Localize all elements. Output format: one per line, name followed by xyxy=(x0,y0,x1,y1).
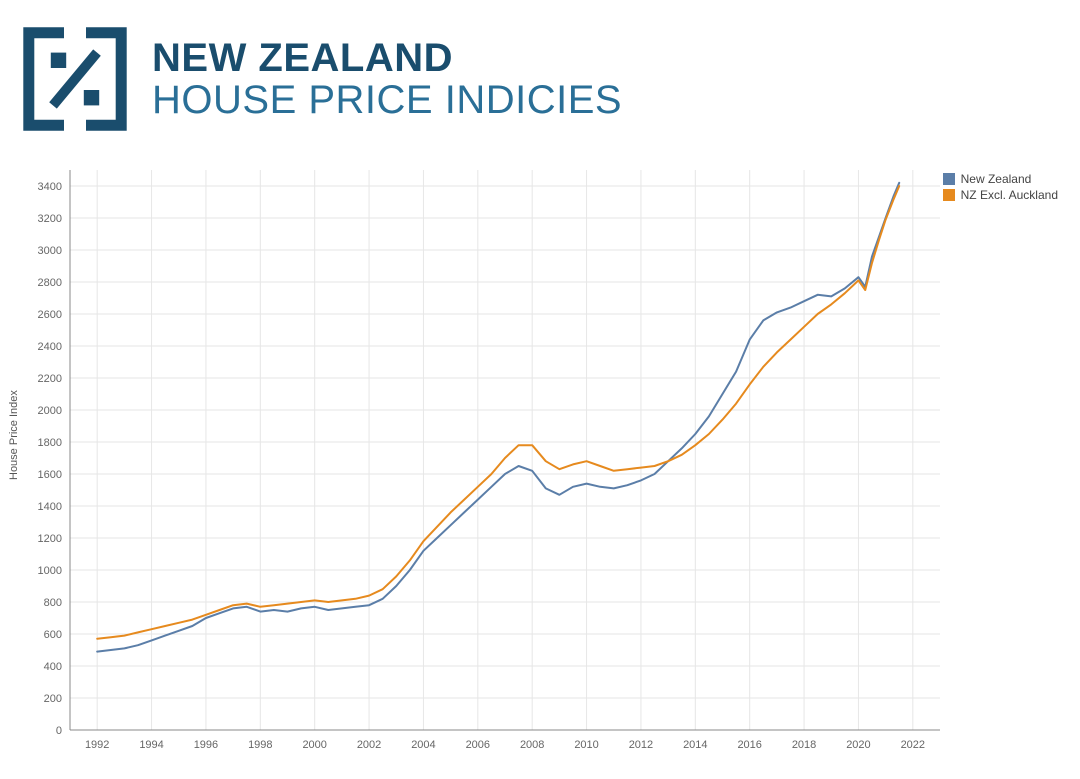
svg-text:1200: 1200 xyxy=(38,533,62,545)
svg-text:2600: 2600 xyxy=(38,309,62,321)
svg-text:0: 0 xyxy=(56,725,62,737)
title-line-1: NEW ZEALAND xyxy=(152,37,622,79)
svg-text:2000: 2000 xyxy=(38,405,62,417)
svg-text:2006: 2006 xyxy=(466,739,490,751)
svg-text:1992: 1992 xyxy=(85,739,109,751)
svg-text:3200: 3200 xyxy=(38,213,62,225)
svg-text:2400: 2400 xyxy=(38,341,62,353)
svg-text:1600: 1600 xyxy=(38,469,62,481)
svg-text:3400: 3400 xyxy=(38,181,62,193)
svg-text:2010: 2010 xyxy=(574,739,598,751)
svg-text:1800: 1800 xyxy=(38,437,62,449)
svg-text:2018: 2018 xyxy=(792,739,816,751)
svg-text:200: 200 xyxy=(44,693,62,705)
svg-text:1994: 1994 xyxy=(139,739,163,751)
svg-text:600: 600 xyxy=(44,629,62,641)
svg-text:400: 400 xyxy=(44,661,62,673)
header: NEW ZEALAND HOUSE PRICE INDICIES xyxy=(0,0,1080,134)
title-block: NEW ZEALAND HOUSE PRICE INDICIES xyxy=(152,37,622,121)
svg-text:2000: 2000 xyxy=(302,739,326,751)
svg-text:1000: 1000 xyxy=(38,565,62,577)
svg-text:2020: 2020 xyxy=(846,739,870,751)
svg-text:2012: 2012 xyxy=(629,739,653,751)
svg-text:2004: 2004 xyxy=(411,739,435,751)
line-chart: 0 200 400 600 800 1000 1200 1400 1600 1800 2000 220… xyxy=(0,160,1080,770)
svg-text:2200: 2200 xyxy=(38,373,62,385)
svg-text:2008: 2008 xyxy=(520,739,544,751)
svg-text:800: 800 xyxy=(44,597,62,609)
svg-text:1996: 1996 xyxy=(194,739,218,751)
svg-text:2016: 2016 xyxy=(737,739,761,751)
title-line-2: HOUSE PRICE INDICIES xyxy=(152,79,622,121)
percent-logo-icon xyxy=(20,24,130,134)
svg-text:1400: 1400 xyxy=(38,501,62,513)
chart-container: 0 200 400 600 800 1000 1200 1400 1600 1800 2000 220… xyxy=(0,160,1080,770)
svg-text:3000: 3000 xyxy=(38,245,62,257)
svg-text:2014: 2014 xyxy=(683,739,707,751)
svg-text:2002: 2002 xyxy=(357,739,381,751)
svg-text:1998: 1998 xyxy=(248,739,272,751)
svg-text:2800: 2800 xyxy=(38,277,62,289)
svg-text:2022: 2022 xyxy=(901,739,925,751)
